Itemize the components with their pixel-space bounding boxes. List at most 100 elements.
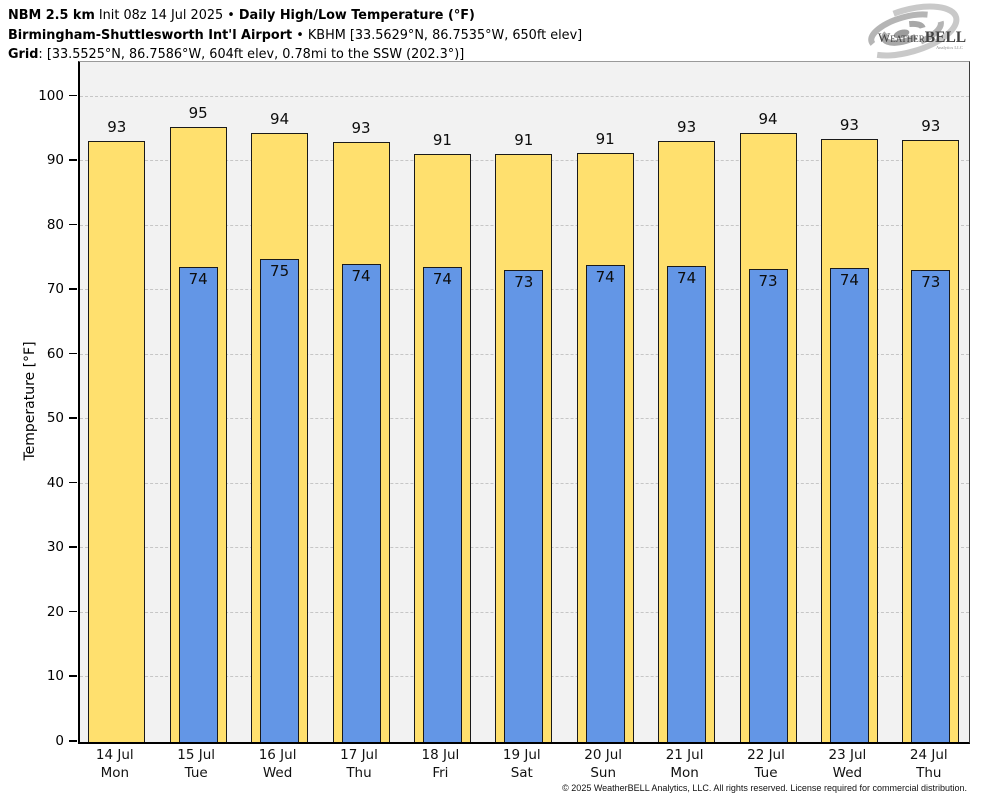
x-date-label: 16 Jul [258,747,297,763]
x-category-label-15-Jul: 15 Jul Tue [155,747,237,782]
x-date-label: 17 Jul [340,747,378,763]
low-value-label: 74 [351,266,371,285]
x-weekday-label: Wed [262,764,293,781]
y-tick-mark-30 [69,546,77,548]
high-value-label: 94 [270,109,290,128]
low-bar-19-Jul: 73 [504,270,544,742]
low-bar-22-Jul: 73 [748,269,788,742]
copyright-notice: © 2025 WeatherBELL Analytics, LLC. All r… [562,783,967,793]
logo-tagline: Analytics LLC [936,45,963,50]
y-tick-mark-80 [69,223,77,226]
y-tick-label-10: 10 [46,668,64,685]
logo-weather-text: Weather [878,30,925,45]
x-date-label: 18 Jul [421,747,460,763]
high-value-label: 93 [839,116,859,135]
x-weekday-label: Tue [754,764,778,781]
low-value-label: 74 [677,268,697,287]
y-tick-label-40: 40 [46,474,64,491]
x-category-label-22-Jul: 22 Jul Tue [725,747,807,782]
header-line-3: Grid: [33.5525°N, 86.7586°W, 604ft elev,… [8,45,582,65]
y-tick-label-20: 20 [46,603,64,620]
y-tick-mark-70 [69,288,77,290]
x-date-label: 24 Jul [909,747,948,763]
high-value-label: 93 [921,117,941,136]
grid-line-100 [80,95,969,97]
y-tick-label-50: 50 [46,410,64,427]
x-category-label-23-Jul: 23 Jul Wed [806,747,888,782]
model-name: NBM 2.5 km [8,7,95,23]
low-value-label: 73 [758,272,778,291]
x-category-label-20-Jul: 20 Jul Sun [562,747,644,782]
y-tick-mark-60 [69,352,77,355]
grid-details: : [33.5525°N, 86.7586°W, 604ft elev, 0.7… [38,46,465,62]
header-line-1: NBM 2.5 km Init 08z 14 Jul 2025 • Daily … [8,6,582,26]
y-tick-label-60: 60 [46,345,64,362]
low-value-label: 74 [188,270,208,289]
x-date-label: 14 Jul [95,747,134,763]
low-value-label: 73 [514,273,534,292]
high-value-label: 93 [107,118,127,137]
y-tick-label-0: 0 [55,733,64,749]
y-tick-mark-50 [69,417,77,419]
x-date-label: 19 Jul [502,747,541,763]
x-category-label-14-Jul: 14 Jul Mon [74,747,156,782]
low-bar-21-Jul: 74 [667,265,707,742]
high-value-label: 91 [595,129,615,148]
low-bar-23-Jul: 74 [829,267,869,742]
y-tick-mark-90 [69,159,77,161]
y-tick-label-90: 90 [46,152,64,169]
x-weekday-label: Wed [832,764,863,781]
low-value-label: 74 [595,268,615,287]
x-weekday-label: Thu [916,764,942,781]
y-tick-mark-40 [69,481,77,484]
x-date-label: 23 Jul [828,747,867,763]
logo-wordmark: WeatherBELL [878,29,966,46]
low-bar-17-Jul: 74 [341,263,381,742]
x-category-label-24-Jul: 24 Jul Thu [888,747,970,782]
x-category-label-16-Jul: 16 Jul Wed [237,747,319,782]
x-weekday-label: Sat [510,764,533,781]
station-details: • KBHM [33.5629°N, 86.7535°W, 650ft elev… [292,26,583,43]
high-value-label: 91 [514,131,534,150]
low-bar-20-Jul: 74 [585,265,625,742]
logo-bell-text: BELL [925,29,966,46]
y-tick-label-30: 30 [46,539,64,556]
chart-title: Daily High/Low Temperature (°F) [238,7,475,23]
high-value-label: 93 [351,119,371,137]
grid-label: Grid [8,46,39,62]
low-value-label: 75 [270,262,290,281]
x-weekday-label: Fri [432,764,449,781]
low-bar-24-Jul: 73 [911,269,951,742]
x-category-label-17-Jul: 17 Jul Thu [318,747,400,782]
weatherbell-logo: WeatherBELL Analytics LLC [856,3,966,59]
y-tick-mark-0 [69,740,77,742]
y-tick-mark-10 [69,675,77,677]
low-bar-15-Jul: 74 [178,267,218,742]
y-tick-mark-100 [69,94,77,97]
x-date-label: 22 Jul [747,747,785,763]
high-value-label: 95 [188,104,208,123]
x-category-label-21-Jul: 21 Jul Mon [644,747,726,782]
x-weekday-label: Thu [346,764,372,781]
x-date-label: 21 Jul [665,747,704,763]
x-weekday-label: Sun [590,764,617,781]
y-tick-mark-20 [69,610,77,613]
low-bar-16-Jul: 75 [260,259,300,742]
init-time: Init 08z 14 Jul 2025 • [94,7,239,23]
high-value-label: 91 [432,130,452,149]
chart-header: NBM 2.5 km Init 08z 14 Jul 2025 • Daily … [8,6,582,65]
x-category-label-19-Jul: 19 Jul Sat [481,747,563,782]
y-tick-label-70: 70 [46,281,64,298]
low-value-label: 74 [839,270,859,289]
x-category-label-18-Jul: 18 Jul Fri [399,747,481,782]
high-value-label: 94 [758,109,778,128]
header-line-2: Birmingham-Shuttlesworth Int'l Airport •… [8,26,582,46]
low-value-label: 74 [432,270,452,289]
low-bar-18-Jul: 74 [422,267,462,742]
x-weekday-label: Mon [100,764,130,781]
low-value-label: 73 [921,272,941,291]
high-value-label: 93 [677,118,697,137]
high-bar-14-Jul [88,141,146,742]
x-weekday-label: Tue [184,764,208,781]
